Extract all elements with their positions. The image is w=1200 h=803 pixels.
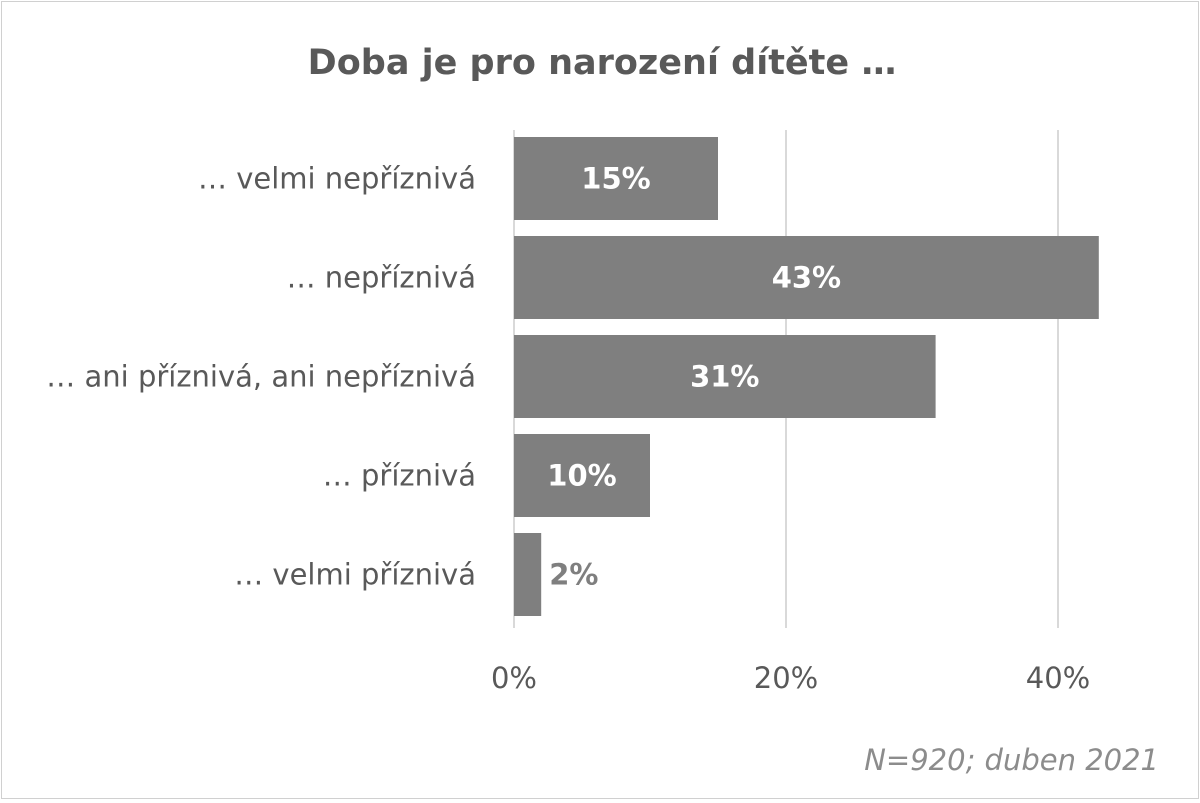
data-label: 2% [549, 558, 598, 592]
bar [514, 137, 718, 220]
data-label: 43% [772, 261, 841, 295]
chart-title: Doba je pro narození dítěte … [308, 43, 897, 83]
footnote: N=920; duben 2021 [864, 743, 1159, 777]
data-label: 15% [581, 162, 650, 196]
data-label: 10% [547, 459, 616, 493]
category-label: … ani příznivá, ani nepříznivá [46, 360, 476, 394]
x-tick-label: 20% [754, 661, 818, 695]
category-label: … nepříznivá [287, 261, 476, 295]
bar [514, 434, 650, 517]
bars [514, 137, 1099, 616]
bar [514, 236, 1099, 319]
data-label: 31% [690, 360, 759, 394]
category-label: … příznivá [323, 459, 476, 493]
bar [514, 533, 542, 616]
category-label: … velmi nepříznivá [198, 162, 476, 196]
x-tick-label: 0% [491, 661, 537, 695]
x-tick-label: 40% [1026, 661, 1090, 695]
bar [514, 335, 936, 418]
category-label: … velmi příznivá [234, 558, 476, 592]
labels: 0% 20% 40% … velmi nepříznivá 15% … nepřízniv… [46, 162, 1090, 696]
